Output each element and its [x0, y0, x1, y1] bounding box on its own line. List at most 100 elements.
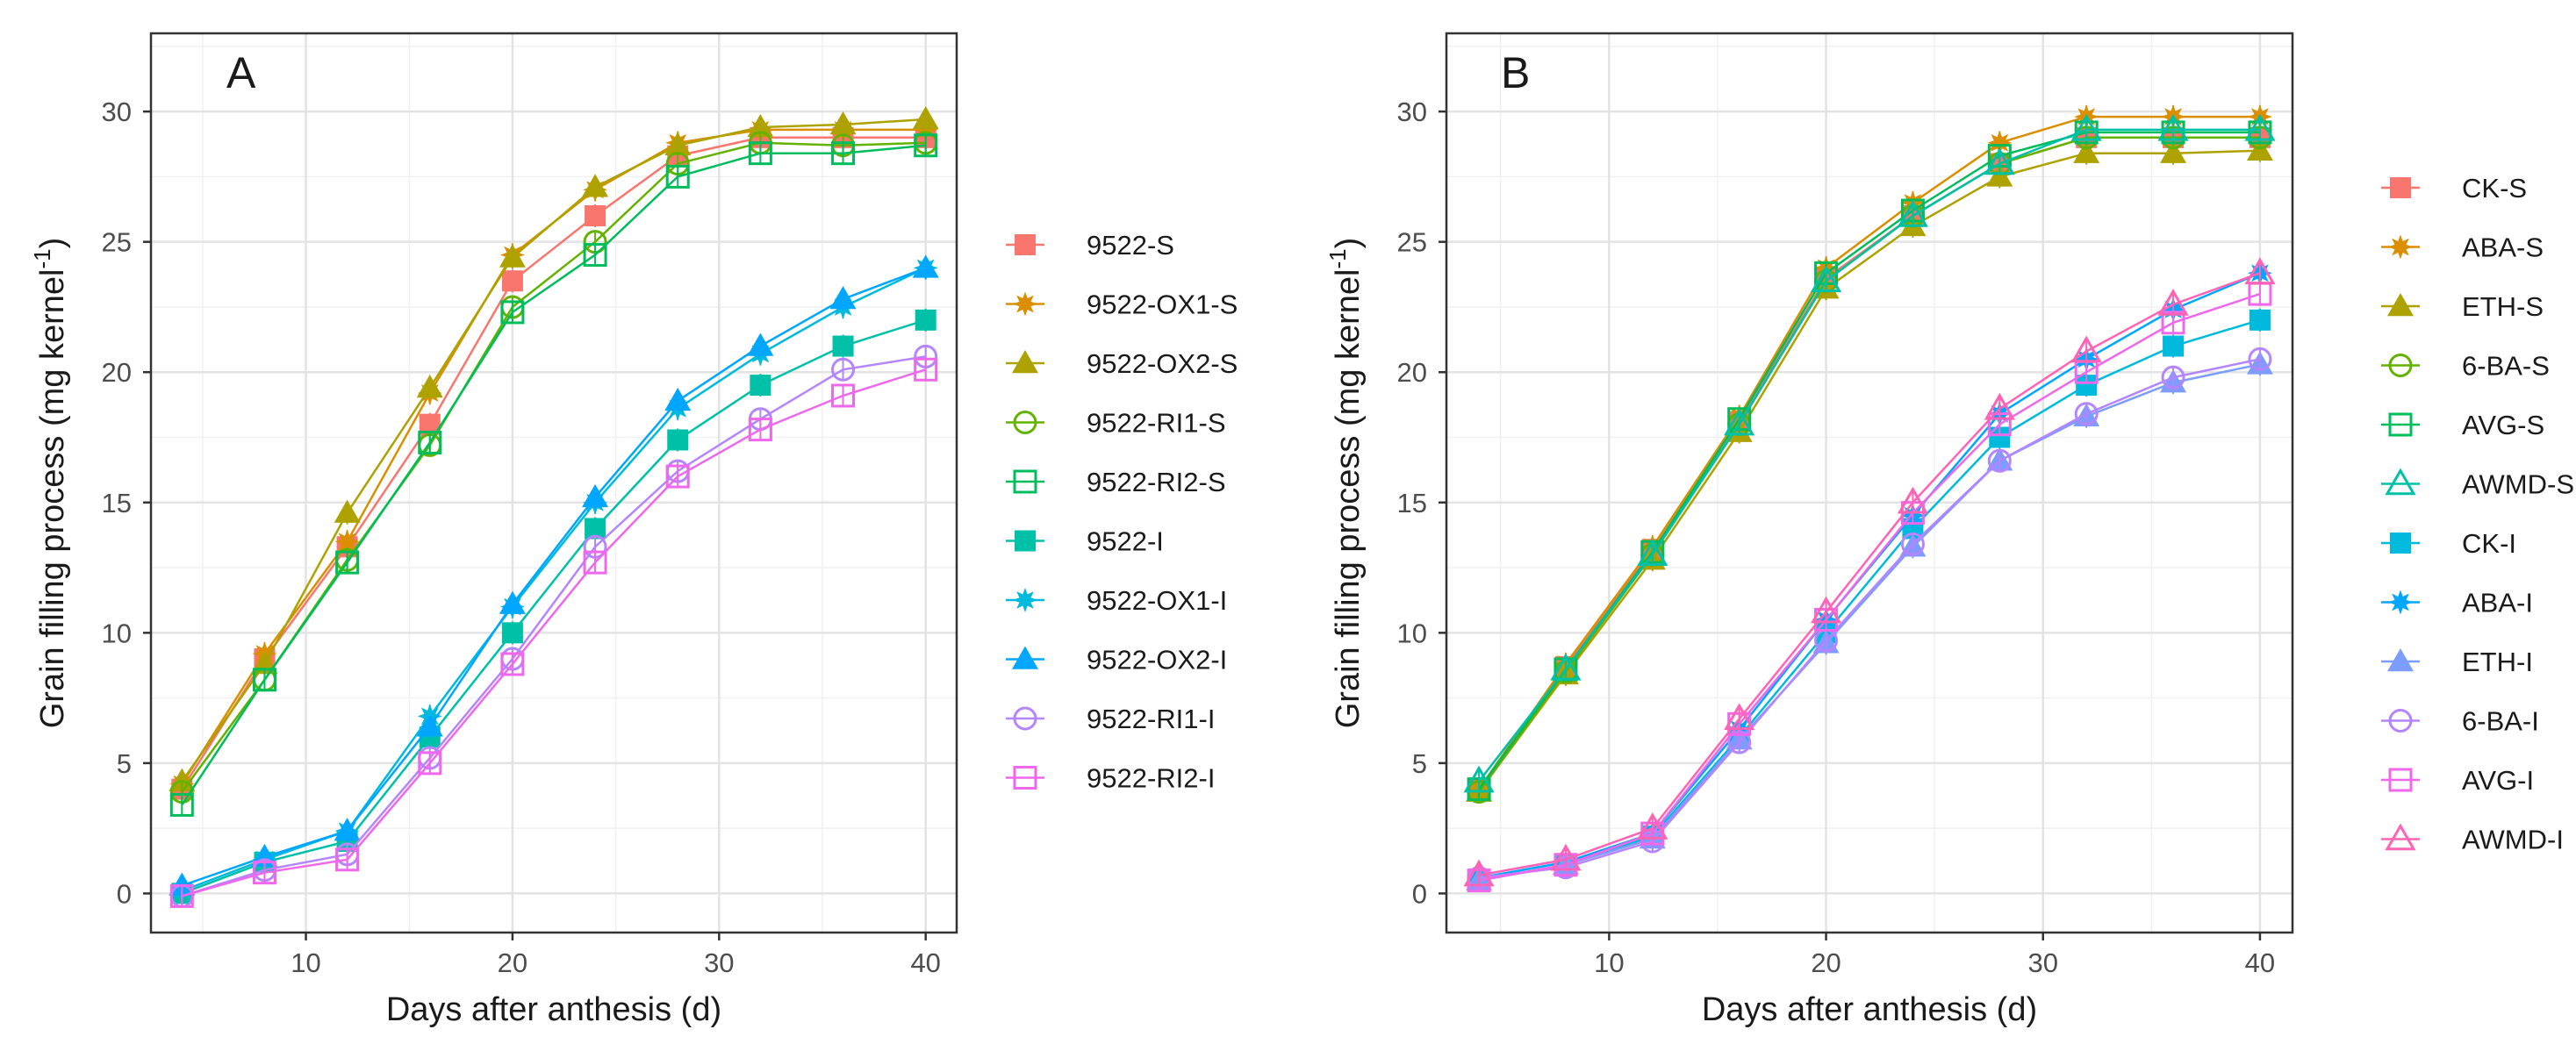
x-tick-label: 20: [498, 947, 527, 978]
data-point: [747, 113, 774, 138]
legend-item: CK-I: [2381, 528, 2516, 559]
legend-label: 9522-RI1-I: [1087, 704, 1215, 734]
x-tick-label: 40: [910, 947, 940, 978]
series-AWMD-I: [1463, 257, 2276, 887]
legend-item: AVG-I: [2381, 765, 2534, 796]
data-point: [914, 357, 938, 382]
y-tick-label: 15: [102, 488, 132, 518]
data-point: [583, 550, 607, 575]
data-point: [832, 335, 854, 357]
data-point: [2073, 139, 2100, 163]
data-point: [334, 499, 361, 523]
legend-label: 6-BA-S: [2462, 351, 2550, 382]
chart-panel-A: 10 20 30 40 0 5 10 15 20 25 30 Days after anthesis …: [29, 32, 1238, 1028]
series-AWMD-S: [1463, 113, 2276, 793]
data-point: [1987, 448, 2012, 473]
data-point: [2157, 288, 2189, 316]
data-point: [1463, 859, 1495, 887]
data-point: [664, 387, 692, 411]
data-point: [2160, 139, 2187, 163]
legend-marker: [2387, 648, 2414, 672]
legend-label: 9522-OX2-I: [1087, 645, 1227, 676]
data-point: [2074, 402, 2099, 426]
series-line: [181, 368, 927, 897]
legend-label: CK-I: [2462, 528, 2516, 559]
data-point: [500, 652, 525, 676]
series-line: [1478, 363, 2261, 882]
legend-marker: [2388, 234, 2413, 260]
legend-item: AVG-S: [2381, 410, 2544, 440]
series-line: [181, 144, 926, 806]
legend-marker: [1012, 350, 1038, 374]
series-9522-OX2-I: [169, 254, 939, 897]
x-tick-label: 20: [1811, 947, 1841, 978]
legend-label: AWMD-S: [2462, 469, 2574, 500]
data-point: [334, 529, 360, 554]
legend-item: 9522-OX1-I: [1006, 585, 1227, 616]
legend-label: 9522-I: [1087, 526, 1164, 557]
legend-label: ETH-I: [2462, 647, 2533, 677]
legend-marker: [2388, 709, 2413, 733]
y-tick-label: 5: [1412, 748, 1427, 779]
y-tick-label: 30: [102, 97, 132, 127]
data-point: [501, 270, 523, 292]
data-point: [252, 861, 276, 885]
data-point: [665, 464, 690, 489]
data-point: [418, 751, 442, 776]
data-point: [2248, 347, 2272, 371]
data-point: [335, 550, 360, 575]
data-point: [1550, 843, 1582, 871]
data-point: [169, 872, 196, 896]
legend-label: 9522-RI1-S: [1087, 408, 1226, 439]
grid: [1446, 33, 2293, 933]
axes: 10 20 30 40 0 5 10 15 20 25 30 Days after anthesis …: [29, 97, 941, 1028]
data-point: [748, 141, 772, 166]
data-point: [582, 483, 609, 508]
series-line: [181, 267, 927, 887]
x-tick-label: 10: [1594, 947, 1624, 978]
series-line: [181, 318, 927, 895]
legend-label: ABA-I: [2462, 588, 2533, 618]
data-point: [2070, 113, 2102, 141]
legend: 9522-S 9522-OX1-S 9522-OX2-S 9522-RI1-S 9522…: [1006, 230, 1238, 794]
data-point: [831, 383, 856, 408]
legend-label: CK-S: [2462, 173, 2527, 204]
data-point: [747, 332, 774, 356]
legend-marker: [1013, 291, 1037, 317]
legend-marker: [2388, 590, 2413, 615]
series-line: [181, 267, 927, 892]
y-tick-label: 10: [102, 618, 132, 648]
legend-item: AWMD-S: [2381, 468, 2574, 500]
data-point: [914, 133, 938, 158]
legend-marker: [2387, 293, 2414, 317]
data-point: [831, 141, 856, 166]
legend-item: 9522-RI2-I: [1006, 763, 1215, 794]
y-tick-label: 0: [117, 878, 132, 909]
series-line: [1478, 292, 2261, 882]
legend-label: 9522-S: [1087, 230, 1174, 261]
data-point: [665, 164, 690, 189]
legend-marker: [2388, 768, 2413, 792]
plot-background: [151, 33, 957, 933]
series-line: [181, 118, 926, 783]
series-9522-RI2-I: [169, 357, 938, 908]
legend-item: 6-BA-I: [2381, 706, 2539, 737]
data-point: [1810, 265, 1842, 292]
legend-marker: [1013, 411, 1037, 434]
data-point: [2163, 335, 2185, 357]
data-point: [1897, 199, 1929, 227]
legend-marker: [2385, 823, 2416, 851]
y-tick-label: 25: [102, 227, 132, 258]
legend-label: 9522-OX1-I: [1087, 585, 1227, 616]
y-tick-label: 30: [1397, 97, 1427, 127]
data-point: [169, 792, 194, 817]
plot-background: [1446, 33, 2293, 933]
data-point: [831, 357, 856, 382]
data-point: [1984, 392, 2015, 420]
legend-marker: [2390, 177, 2411, 198]
data-point: [335, 847, 360, 872]
data-point: [915, 309, 936, 331]
data-point: [667, 429, 689, 451]
